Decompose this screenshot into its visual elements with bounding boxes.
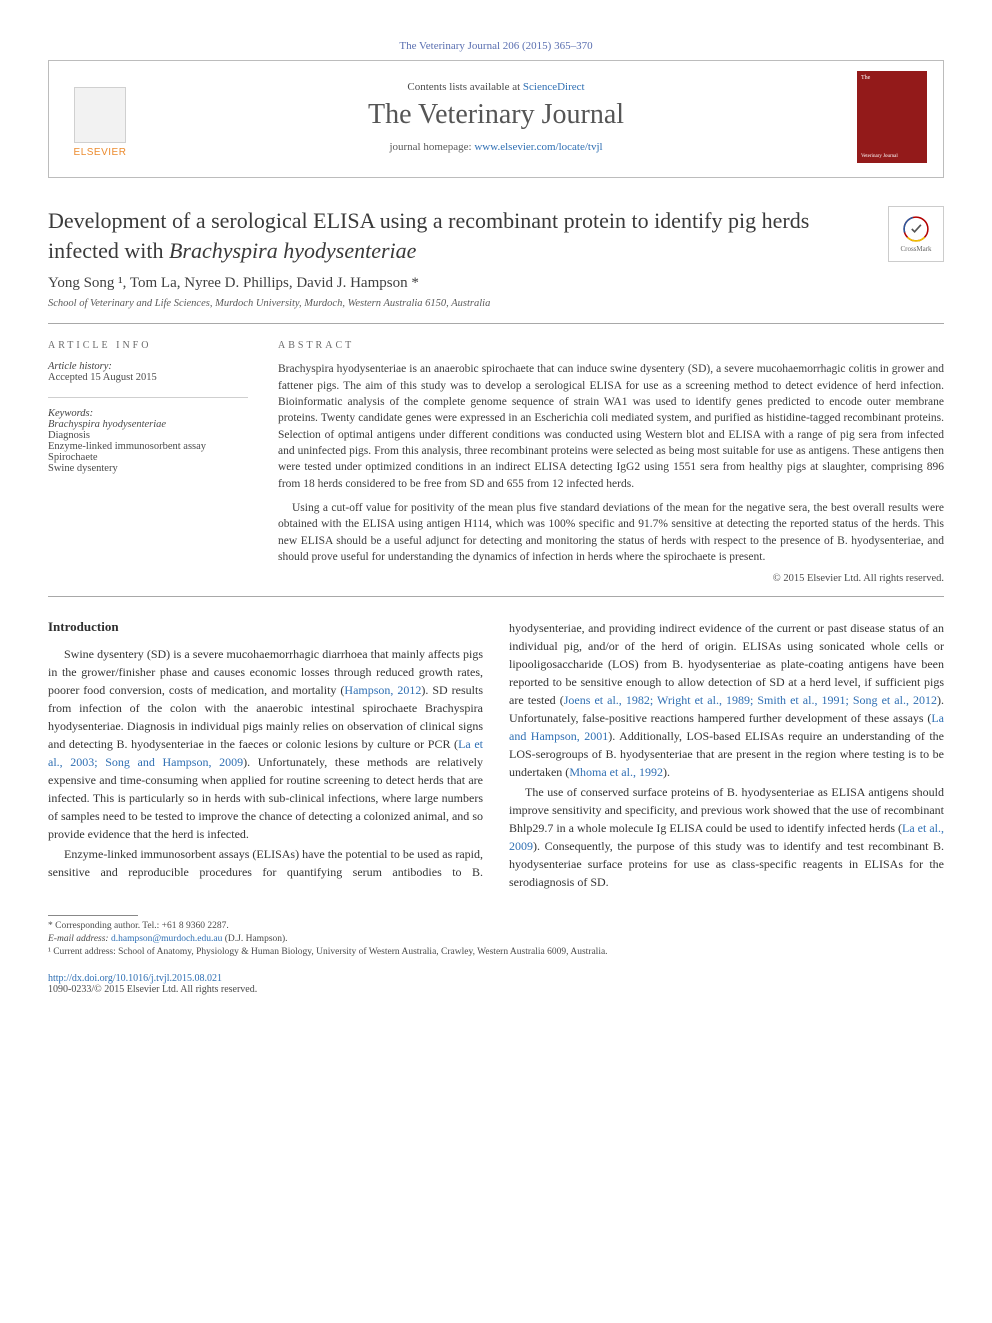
article-history: Article history: Accepted 15 August 2015 — [48, 361, 248, 383]
footnotes: * Corresponding author. Tel.: +61 8 9360… — [48, 915, 944, 958]
homepage-prefix: journal homepage: — [389, 141, 474, 153]
divider — [48, 323, 944, 324]
corresponding-author: * Corresponding author. Tel.: +61 8 9360… — [48, 920, 944, 933]
email-label: E-mail address: — [48, 934, 111, 944]
body-text-span: ). Consequently, the purpose of this stu… — [509, 839, 944, 889]
issn-copyright: 1090-0233/© 2015 Elsevier Ltd. All right… — [48, 984, 257, 995]
abstract-para-2: Using a cut-off value for positivity of … — [278, 500, 944, 565]
keyword: Swine dysentery — [48, 463, 248, 474]
body-text: Introduction Swine dysentery (SD) is a s… — [48, 619, 944, 891]
article-info-label: ARTICLE INFO — [48, 340, 248, 351]
email-suffix: (D.J. Hampson). — [222, 934, 287, 944]
body-para: Swine dysentery (SD) is a severe mucohae… — [48, 645, 483, 843]
contents-available-line: Contents lists available at ScienceDirec… — [153, 81, 839, 93]
body-text-span: The use of conserved surface proteins of… — [509, 785, 944, 835]
publisher-logo: ELSEVIER — [65, 76, 135, 158]
title-italic: Brachyspira hyodysenteriae — [169, 238, 416, 263]
publisher-name: ELSEVIER — [74, 147, 127, 158]
journal-cover-thumb: The Veterinary Journal — [857, 71, 927, 163]
authors-line: Yong Song ¹, Tom La, Nyree D. Phillips, … — [48, 275, 944, 292]
body-text-span: ). — [663, 765, 670, 779]
info-divider — [48, 397, 248, 398]
journal-title: The Veterinary Journal — [153, 99, 839, 131]
elsevier-tree-icon — [74, 87, 126, 143]
article-title: Development of a serological ELISA using… — [48, 206, 870, 265]
keyword: Brachyspira hyodysenteriae — [48, 419, 248, 430]
affiliation: School of Veterinary and Life Sciences, … — [48, 298, 944, 309]
crossmark-label: CrossMark — [900, 245, 931, 253]
footnote-rule — [48, 915, 138, 916]
abstract-copyright: © 2015 Elsevier Ltd. All rights reserved… — [278, 573, 944, 584]
abstract-label: ABSTRACT — [278, 340, 944, 351]
cover-mid-text: Veterinary Journal — [861, 154, 923, 160]
abstract-para-1: Brachyspira hyodysenteriae is an anaerob… — [278, 361, 944, 492]
keyword: Spirochaete — [48, 452, 248, 463]
body-para: The use of conserved surface proteins of… — [509, 783, 944, 891]
crossmark-icon — [902, 215, 930, 243]
divider — [48, 596, 944, 597]
sciencedirect-link[interactable]: ScienceDirect — [523, 81, 585, 93]
keywords-heading: Keywords: — [48, 408, 248, 419]
contents-prefix: Contents lists available at — [407, 81, 522, 93]
history-date: Accepted 15 August 2015 — [48, 372, 248, 383]
current-address: ¹ Current address: School of Anatomy, Ph… — [48, 946, 944, 959]
email-line: E-mail address: d.hampson@murdoch.edu.au… — [48, 933, 944, 946]
introduction-heading: Introduction — [48, 619, 483, 635]
citation-link[interactable]: Joens et al., 1982; Wright et al., 1989;… — [564, 693, 937, 707]
citation-link[interactable]: Hampson, 2012 — [344, 683, 421, 697]
doi-block: http://dx.doi.org/10.1016/j.tvjl.2015.08… — [48, 973, 944, 995]
keywords-block: Keywords: Brachyspira hyodysenteriae Dia… — [48, 408, 248, 474]
journal-homepage-line: journal homepage: www.elsevier.com/locat… — [153, 141, 839, 153]
history-heading: Article history: — [48, 361, 248, 372]
citation-link[interactable]: Mhoma et al., 1992 — [569, 765, 663, 779]
journal-citation: The Veterinary Journal 206 (2015) 365–37… — [48, 40, 944, 52]
crossmark-badge[interactable]: CrossMark — [888, 206, 944, 262]
journal-header: ELSEVIER Contents lists available at Sci… — [48, 60, 944, 178]
keyword: Diagnosis — [48, 430, 248, 441]
doi-link[interactable]: http://dx.doi.org/10.1016/j.tvjl.2015.08… — [48, 973, 222, 984]
email-link[interactable]: d.hampson@murdoch.edu.au — [111, 934, 222, 944]
title-text: Development of a serological ELISA using… — [48, 208, 809, 263]
cover-top-text: The — [861, 75, 923, 81]
homepage-link[interactable]: www.elsevier.com/locate/tvjl — [474, 141, 602, 153]
keyword: Enzyme-linked immunosorbent assay — [48, 441, 248, 452]
